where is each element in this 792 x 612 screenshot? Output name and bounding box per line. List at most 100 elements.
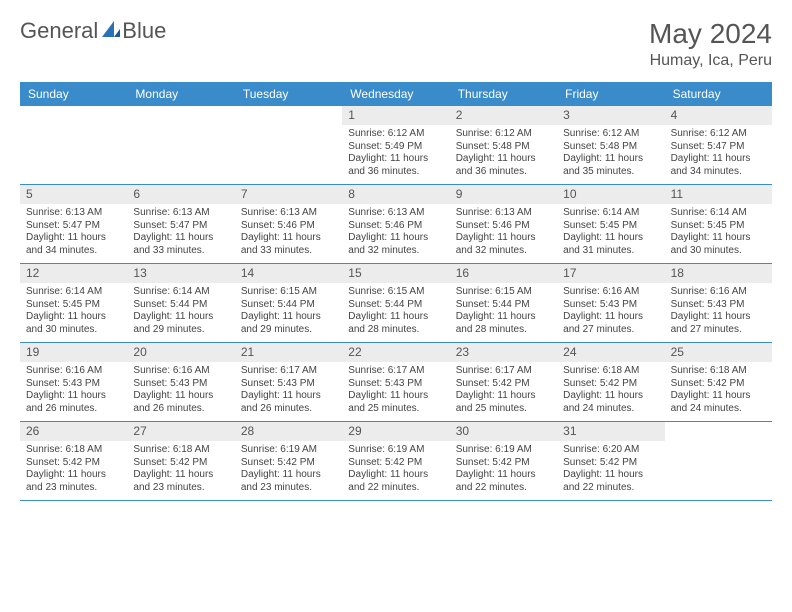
calendar-cell: 25 Sunrise: 6:18 AMSunset: 5:42 PMDayligh…: [665, 343, 772, 421]
calendar-cell-content: Sunrise: 6:14 AMSunset: 5:45 PMDaylight:…: [665, 207, 772, 263]
calendar-cell: 5 Sunrise: 6:13 AMSunset: 5:47 PMDaylight…: [20, 185, 127, 263]
calendar-cell-line: Sunrise: 6:17 AM: [456, 365, 551, 378]
calendar-cell-line: Daylight: 11 hours and 27 minutes.: [671, 311, 766, 336]
calendar-cell-content: Sunrise: 6:18 AMSunset: 5:42 PMDaylight:…: [20, 444, 127, 500]
calendar-cell-line: Sunset: 5:46 PM: [456, 220, 551, 233]
calendar-date: 8: [342, 185, 449, 204]
calendar-cell-line: Sunset: 5:45 PM: [671, 220, 766, 233]
calendar-cell-content: Sunrise: 6:12 AMSunset: 5:48 PMDaylight:…: [450, 128, 557, 184]
calendar-cell-line: Daylight: 11 hours and 22 minutes.: [456, 469, 551, 494]
calendar-date: 7: [235, 185, 342, 204]
calendar-cell-line: Sunrise: 6:12 AM: [456, 128, 551, 141]
calendar-cell-line: Daylight: 11 hours and 28 minutes.: [456, 311, 551, 336]
calendar-cell-content: Sunrise: 6:18 AMSunset: 5:42 PMDaylight:…: [127, 444, 234, 500]
calendar-cell-line: Sunset: 5:49 PM: [348, 141, 443, 154]
calendar-cell-line: Daylight: 11 hours and 24 minutes.: [671, 390, 766, 415]
calendar-cell-line: Sunset: 5:43 PM: [241, 378, 336, 391]
calendar-header-cell: Thursday: [450, 82, 557, 106]
calendar-date: 6: [127, 185, 234, 204]
calendar-cell-content: Sunrise: 6:16 AMSunset: 5:43 PMDaylight:…: [665, 286, 772, 342]
calendar-date: 1: [342, 106, 449, 125]
calendar-cell-line: Sunset: 5:43 PM: [348, 378, 443, 391]
calendar-cell-line: Sunrise: 6:16 AM: [563, 286, 658, 299]
calendar-cell-line: Sunset: 5:42 PM: [563, 378, 658, 391]
calendar-cell-line: Sunrise: 6:15 AM: [456, 286, 551, 299]
calendar-cell-line: Daylight: 11 hours and 23 minutes.: [133, 469, 228, 494]
calendar-cell-line: Sunset: 5:43 PM: [563, 299, 658, 312]
calendar-cell-line: Sunrise: 6:17 AM: [348, 365, 443, 378]
calendar-cell-content: Sunrise: 6:19 AMSunset: 5:42 PMDaylight:…: [342, 444, 449, 500]
calendar-cell-line: Sunset: 5:43 PM: [26, 378, 121, 391]
calendar-cell: 31Sunrise: 6:20 AMSunset: 5:42 PMDayligh…: [557, 422, 664, 500]
calendar-cell: 17Sunrise: 6:16 AMSunset: 5:43 PMDayligh…: [557, 264, 664, 342]
calendar-cell-line: Sunrise: 6:19 AM: [348, 444, 443, 457]
calendar-cell-line: Daylight: 11 hours and 32 minutes.: [456, 232, 551, 257]
calendar-header-row: SundayMondayTuesdayWednesdayThursdayFrid…: [20, 82, 772, 106]
calendar-cell-content: Sunrise: 6:13 AMSunset: 5:47 PMDaylight:…: [20, 207, 127, 263]
calendar-header-cell: Saturday: [665, 82, 772, 106]
calendar-cell-line: Daylight: 11 hours and 29 minutes.: [241, 311, 336, 336]
calendar-cell-line: Sunset: 5:48 PM: [456, 141, 551, 154]
brand-name-a: General: [20, 18, 98, 44]
calendar-cell-content: Sunrise: 6:12 AMSunset: 5:48 PMDaylight:…: [557, 128, 664, 184]
calendar-cell-content: Sunrise: 6:18 AMSunset: 5:42 PMDaylight:…: [665, 365, 772, 421]
calendar-cell: 16Sunrise: 6:15 AMSunset: 5:44 PMDayligh…: [450, 264, 557, 342]
calendar-cell-line: Sunset: 5:42 PM: [563, 457, 658, 470]
calendar-cell-line: Sunset: 5:47 PM: [671, 141, 766, 154]
calendar-cell: 13 Sunrise: 6:14 AMSunset: 5:44 PMDayligh…: [127, 264, 234, 342]
calendar-cell: 21Sunrise: 6:17 AMSunset: 5:43 PMDayligh…: [235, 343, 342, 421]
calendar-cell-content: Sunrise: 6:17 AMSunset: 5:42 PMDaylight:…: [450, 365, 557, 421]
calendar-header-cell: Friday: [557, 82, 664, 106]
calendar-cell: [235, 106, 342, 184]
calendar-cell: 9Sunrise: 6:13 AMSunset: 5:46 PMDaylight…: [450, 185, 557, 263]
calendar-cell-content: Sunrise: 6:19 AMSunset: 5:42 PMDaylight:…: [450, 444, 557, 500]
calendar-cell-line: Sunrise: 6:12 AM: [563, 128, 658, 141]
calendar-cell: 18Sunrise: 6:16 AMSunset: 5:43 PMDayligh…: [665, 264, 772, 342]
calendar-cell-line: Sunset: 5:42 PM: [456, 378, 551, 391]
calendar-header-cell: Wednesday: [342, 82, 449, 106]
calendar-cell-content: Sunrise: 6:13 AMSunset: 5:46 PMDaylight:…: [342, 207, 449, 263]
calendar-date: 24: [557, 343, 664, 362]
calendar-cell-line: Daylight: 11 hours and 34 minutes.: [671, 153, 766, 178]
calendar-cell-line: Sunset: 5:46 PM: [348, 220, 443, 233]
calendar-date: 13: [127, 264, 234, 283]
calendar-cell-line: Sunrise: 6:19 AM: [241, 444, 336, 457]
calendar-date: 25: [665, 343, 772, 362]
calendar-date: [235, 106, 342, 110]
calendar-week-row: 5Sunrise: 6:13 AMSunset: 5:47 PMDaylight…: [20, 185, 772, 264]
calendar-cell-line: Sunset: 5:48 PM: [563, 141, 658, 154]
calendar-cell-line: Sunset: 5:42 PM: [348, 457, 443, 470]
calendar-header-cell: Tuesday: [235, 82, 342, 106]
calendar-cell: 7Sunrise: 6:13 AMSunset: 5:46 PMDaylight…: [235, 185, 342, 263]
calendar-cell: 10Sunrise: 6:14 AMSunset: 5:45 PMDayligh…: [557, 185, 664, 263]
calendar-cell-line: Sunrise: 6:14 AM: [26, 286, 121, 299]
calendar-cell-line: Daylight: 11 hours and 23 minutes.: [241, 469, 336, 494]
calendar-cell-line: Sunrise: 6:13 AM: [456, 207, 551, 220]
calendar-date: 10: [557, 185, 664, 204]
calendar-cell: [20, 106, 127, 184]
calendar-date: 3: [557, 106, 664, 125]
calendar-date: [127, 106, 234, 110]
page-title: May 2024: [649, 18, 772, 50]
calendar-cell-line: Daylight: 11 hours and 26 minutes.: [241, 390, 336, 415]
calendar-cell-content: Sunrise: 6:18 AMSunset: 5:42 PMDaylight:…: [557, 365, 664, 421]
calendar-cell-line: Daylight: 11 hours and 33 minutes.: [241, 232, 336, 257]
calendar-date: 5: [20, 185, 127, 204]
calendar-cell-line: Sunrise: 6:18 AM: [563, 365, 658, 378]
calendar-cell: 2 Sunrise: 6:12 AMSunset: 5:48 PMDaylight…: [450, 106, 557, 184]
calendar-date: 11: [665, 185, 772, 204]
calendar-cell-line: Sunrise: 6:15 AM: [241, 286, 336, 299]
calendar-cell-line: Sunrise: 6:13 AM: [241, 207, 336, 220]
calendar-cell-line: Sunset: 5:45 PM: [26, 299, 121, 312]
calendar-cell-line: Sunrise: 6:13 AM: [26, 207, 121, 220]
calendar-cell-line: Daylight: 11 hours and 35 minutes.: [563, 153, 658, 178]
calendar-cell-line: Daylight: 11 hours and 26 minutes.: [133, 390, 228, 415]
calendar-cell-line: Sunrise: 6:12 AM: [671, 128, 766, 141]
title-block: May 2024 Humay, Ica, Peru: [649, 18, 772, 70]
calendar-cell-content: Sunrise: 6:16 AMSunset: 5:43 PMDaylight:…: [20, 365, 127, 421]
calendar-cell-content: Sunrise: 6:14 AMSunset: 5:44 PMDaylight:…: [127, 286, 234, 342]
calendar-date: 2: [450, 106, 557, 125]
calendar-cell-line: Sunset: 5:47 PM: [133, 220, 228, 233]
calendar-cell: 22Sunrise: 6:17 AMSunset: 5:43 PMDayligh…: [342, 343, 449, 421]
calendar-header-cell: Monday: [127, 82, 234, 106]
